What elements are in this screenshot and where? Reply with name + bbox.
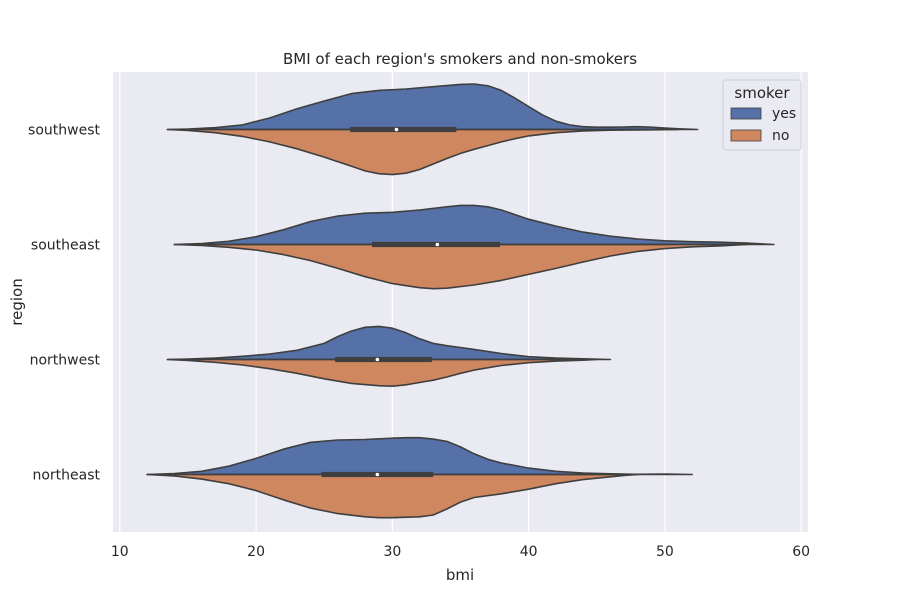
violin-half-yes-southwest	[166, 83, 699, 131]
violin-southeast	[173, 204, 775, 290]
violin-southwest	[166, 83, 699, 176]
legend-label-no: no	[772, 128, 789, 144]
y-tick-southeast: southeast	[31, 238, 101, 254]
median-dot-northwest	[375, 357, 380, 362]
iqr-box-northwest	[335, 356, 432, 363]
median-dot-northeast	[375, 472, 380, 477]
y-tick-southwest: southwest	[28, 123, 100, 139]
violin-northeast	[146, 436, 693, 519]
x-tick-20: 20	[247, 544, 265, 560]
legend-label-yes: yes	[772, 106, 796, 122]
x-tick-60: 60	[792, 544, 810, 560]
violin-half-no-southeast	[173, 243, 748, 290]
violin-half-no-northeast	[146, 473, 639, 519]
x-tick-40: 40	[520, 544, 538, 560]
violins	[146, 83, 775, 519]
x-tick-30: 30	[383, 544, 401, 560]
x-tick-10: 10	[111, 544, 129, 560]
x-tick-50: 50	[656, 544, 674, 560]
chart-title: BMI of each region's smokers and non-smo…	[283, 50, 637, 68]
y-axis-label: region	[8, 278, 26, 325]
legend-swatch-yes	[730, 107, 762, 120]
y-tick-northeast: northeast	[32, 468, 100, 484]
legend-title: smoker	[734, 84, 790, 102]
x-tick-labels: 10 20 30 40 50 60	[111, 544, 810, 560]
median-dot-southwest	[394, 127, 399, 132]
violin-half-no-southwest	[166, 128, 680, 176]
x-axis-label: bmi	[446, 566, 474, 584]
violin-northwest	[166, 325, 612, 387]
y-tick-northwest: northwest	[30, 353, 101, 369]
legend: smoker yes no	[722, 79, 802, 151]
legend-swatch-no	[730, 129, 762, 142]
iqr-box-southwest	[350, 126, 457, 133]
violin-half-yes-northwest	[166, 325, 612, 361]
violin-half-yes-southeast	[173, 204, 775, 246]
violin-half-no-northwest	[166, 358, 598, 387]
y-tick-labels: southwest southeast northwest northeast	[28, 123, 100, 484]
median-dot-southeast	[435, 242, 440, 247]
